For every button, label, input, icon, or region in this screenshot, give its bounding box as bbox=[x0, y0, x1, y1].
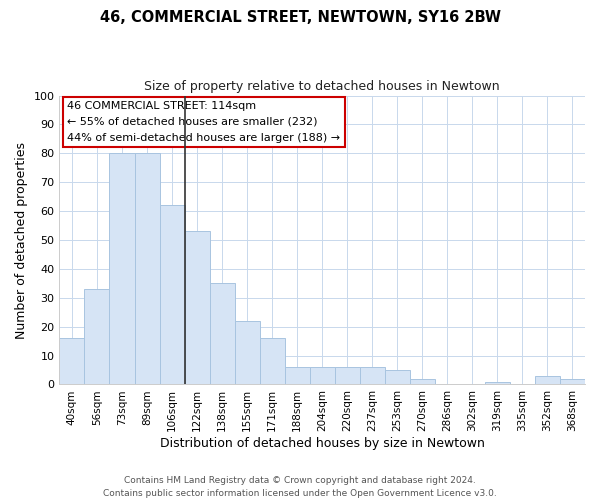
Bar bbox=[485, 382, 510, 384]
Bar bbox=[109, 154, 134, 384]
Bar bbox=[209, 284, 235, 384]
Bar bbox=[235, 321, 260, 384]
Bar bbox=[260, 338, 284, 384]
Text: Contains HM Land Registry data © Crown copyright and database right 2024.
Contai: Contains HM Land Registry data © Crown c… bbox=[103, 476, 497, 498]
Bar bbox=[410, 378, 435, 384]
Bar bbox=[284, 367, 310, 384]
Title: Size of property relative to detached houses in Newtown: Size of property relative to detached ho… bbox=[145, 80, 500, 93]
Text: 46 COMMERCIAL STREET: 114sqm
← 55% of detached houses are smaller (232)
44% of s: 46 COMMERCIAL STREET: 114sqm ← 55% of de… bbox=[67, 102, 340, 142]
Y-axis label: Number of detached properties: Number of detached properties bbox=[15, 142, 28, 338]
X-axis label: Distribution of detached houses by size in Newtown: Distribution of detached houses by size … bbox=[160, 437, 485, 450]
Bar bbox=[85, 289, 109, 384]
Bar bbox=[360, 367, 385, 384]
Bar bbox=[535, 376, 560, 384]
Bar bbox=[335, 367, 360, 384]
Bar bbox=[185, 232, 209, 384]
Bar bbox=[560, 378, 585, 384]
Bar bbox=[160, 206, 185, 384]
Bar bbox=[385, 370, 410, 384]
Bar bbox=[310, 367, 335, 384]
Bar bbox=[59, 338, 85, 384]
Text: 46, COMMERCIAL STREET, NEWTOWN, SY16 2BW: 46, COMMERCIAL STREET, NEWTOWN, SY16 2BW bbox=[100, 10, 500, 25]
Bar bbox=[134, 154, 160, 384]
